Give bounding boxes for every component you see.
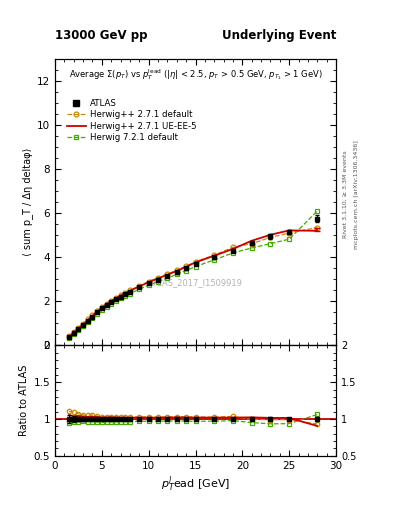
X-axis label: $p_T^l$ead [GeV]: $p_T^l$ead [GeV] <box>161 475 230 494</box>
Legend: ATLAS, Herwig++ 2.7.1 default, Herwig++ 2.7.1 UE-EE-5, Herwig 7.2.1 default: ATLAS, Herwig++ 2.7.1 default, Herwig++ … <box>65 98 198 143</box>
Text: Average $\Sigma(p_T)$ vs $p_T^{\rm lead}$ ($|\eta|$ < 2.5, $p_T$ > 0.5 GeV, $p_{: Average $\Sigma(p_T)$ vs $p_T^{\rm lead}… <box>68 68 323 82</box>
Text: ATLAS_2017_I1509919: ATLAS_2017_I1509919 <box>148 278 243 287</box>
Text: Rivet 3.1.10, ≥ 3.3M events: Rivet 3.1.10, ≥ 3.3M events <box>343 151 348 239</box>
Y-axis label: ⟨ sum p_T / Δη deltaφ⟩: ⟨ sum p_T / Δη deltaφ⟩ <box>22 148 33 257</box>
Text: 13000 GeV pp: 13000 GeV pp <box>55 29 147 42</box>
Text: Underlying Event: Underlying Event <box>222 29 336 42</box>
Y-axis label: Ratio to ATLAS: Ratio to ATLAS <box>19 365 29 436</box>
Text: mcplots.cern.ch [arXiv:1306.3436]: mcplots.cern.ch [arXiv:1306.3436] <box>354 140 359 249</box>
